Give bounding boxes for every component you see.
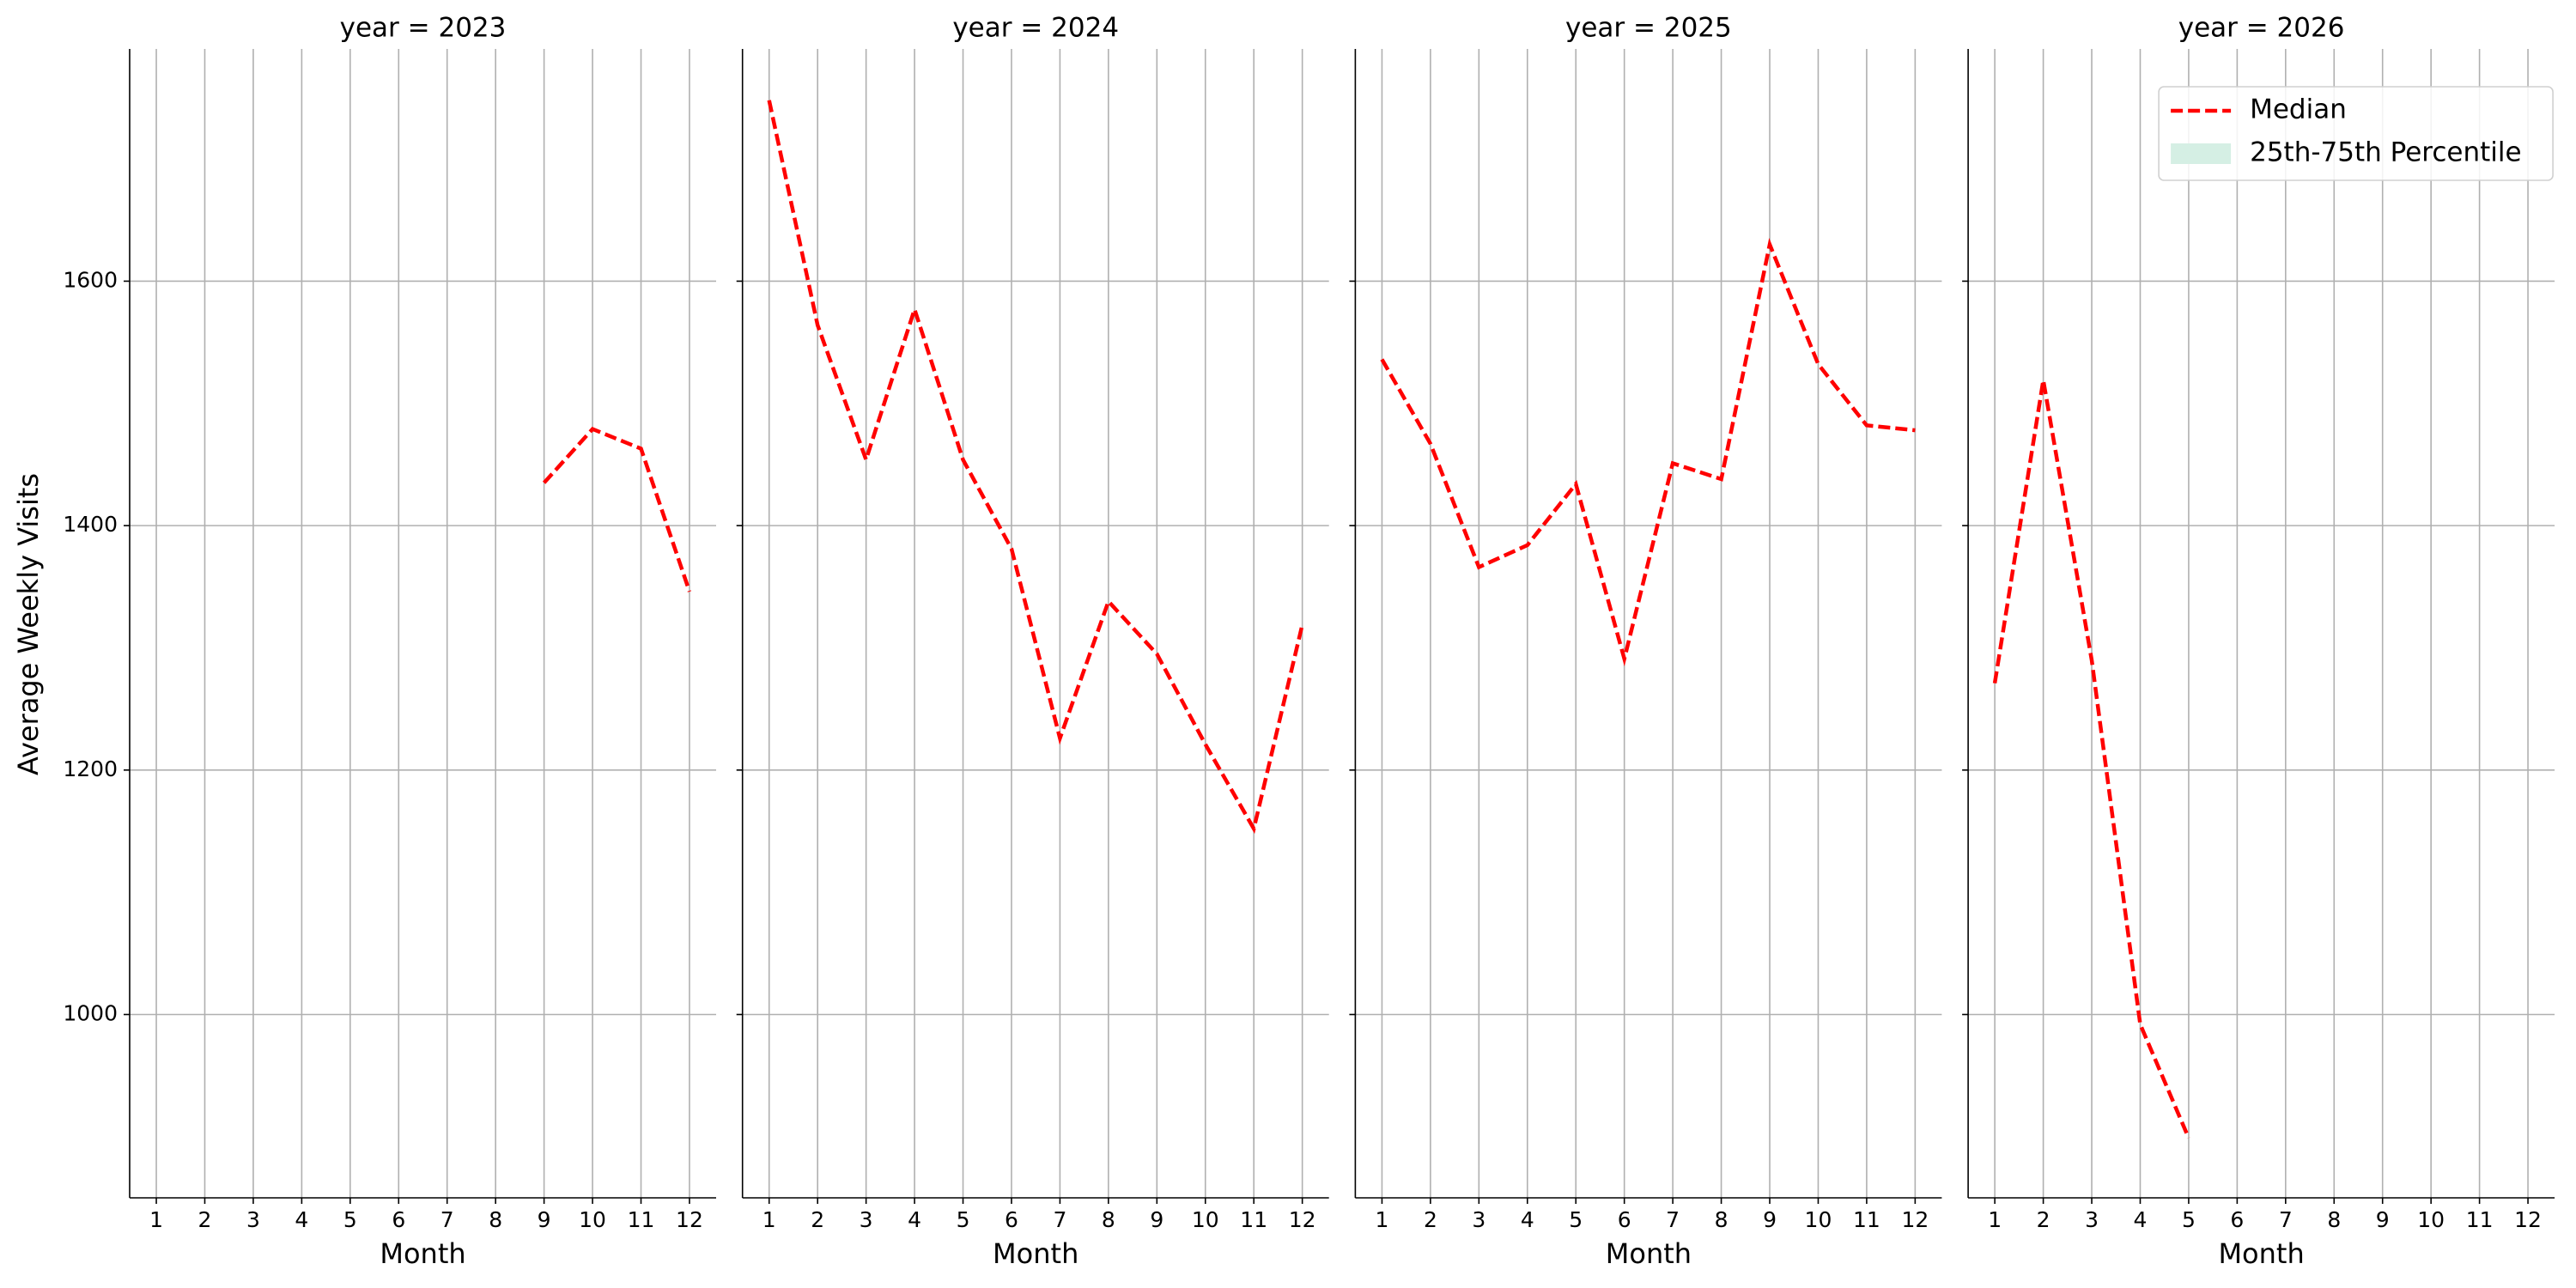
panel-title: year = 2025 (1565, 13, 1732, 44)
x-tick-label: 8 (2327, 1207, 2341, 1232)
x-tick-label: 9 (2376, 1207, 2390, 1232)
x-tick-label: 7 (1053, 1207, 1066, 1232)
legend-swatch (2171, 143, 2232, 164)
x-tick-label: 11 (1240, 1207, 1267, 1232)
x-tick-label: 1 (149, 1207, 163, 1232)
x-tick-label: 2 (811, 1207, 824, 1232)
legend-box (2158, 86, 2554, 181)
x-axis-label: Month (2218, 1237, 2304, 1270)
x-tick-label: 5 (343, 1207, 357, 1232)
median-line (542, 427, 692, 592)
y-tick-label: 1600 (63, 267, 118, 292)
y-tick-label: 1200 (63, 756, 118, 781)
x-tick-label: 7 (1666, 1207, 1680, 1232)
legend-label: Median (2250, 94, 2347, 125)
x-tick-label: 11 (2466, 1207, 2494, 1232)
x-tick-label: 6 (1618, 1207, 1631, 1232)
x-tick-label: 7 (2279, 1207, 2293, 1232)
x-tick-label: 12 (2514, 1207, 2542, 1232)
x-tick-label: 8 (1102, 1207, 1115, 1232)
x-tick-label: 7 (440, 1207, 454, 1232)
median-line (1992, 380, 2190, 1139)
y-tick-label: 1400 (63, 512, 118, 537)
x-tick-label: 3 (246, 1207, 260, 1232)
x-axis-label: Month (1606, 1237, 1692, 1270)
x-axis-label: Month (993, 1237, 1078, 1270)
x-tick-label: 10 (2417, 1207, 2445, 1232)
x-tick-label: 1 (1988, 1207, 2002, 1232)
x-tick-label: 2 (2037, 1207, 2050, 1232)
x-tick-label: 3 (860, 1207, 873, 1232)
x-tick-label: 4 (908, 1207, 921, 1232)
x-tick-label: 11 (628, 1207, 655, 1232)
x-tick-label: 9 (1763, 1207, 1777, 1232)
x-tick-label: 2 (198, 1207, 212, 1232)
panel-title: year = 2024 (952, 13, 1119, 44)
y-tick-label: 1000 (63, 1000, 118, 1025)
x-axis-label: Month (380, 1237, 465, 1270)
x-tick-label: 12 (1289, 1207, 1316, 1232)
x-tick-label: 2 (1424, 1207, 1437, 1232)
x-tick-label: 1 (762, 1207, 776, 1232)
x-tick-label: 10 (579, 1207, 606, 1232)
x-tick-label: 5 (2182, 1207, 2196, 1232)
x-tick-label: 11 (1853, 1207, 1880, 1232)
y-axis-label: Average Weekly Visits (12, 473, 45, 775)
x-tick-label: 3 (1472, 1207, 1485, 1232)
x-tick-label: 10 (1805, 1207, 1832, 1232)
x-tick-label: 5 (957, 1207, 970, 1232)
median-line (1380, 237, 1916, 667)
x-tick-label: 6 (1005, 1207, 1018, 1232)
x-tick-label: 4 (1521, 1207, 1534, 1232)
legend-label: 25th-75th Percentile (2250, 137, 2521, 168)
x-tick-label: 10 (1192, 1207, 1219, 1232)
panel-title: year = 2023 (340, 13, 507, 44)
x-tick-label: 9 (538, 1207, 551, 1232)
x-tick-label: 12 (1901, 1207, 1929, 1232)
x-tick-label: 12 (676, 1207, 703, 1232)
x-tick-label: 6 (2230, 1207, 2244, 1232)
x-tick-label: 6 (392, 1207, 405, 1232)
x-tick-label: 3 (2085, 1207, 2099, 1232)
x-tick-label: 8 (1715, 1207, 1728, 1232)
panel-title: year = 2026 (2178, 13, 2345, 44)
median-line (767, 100, 1304, 835)
x-tick-label: 9 (1150, 1207, 1163, 1232)
x-tick-label: 5 (1569, 1207, 1583, 1232)
x-tick-label: 4 (2134, 1207, 2148, 1232)
x-tick-label: 1 (1375, 1207, 1388, 1232)
x-tick-label: 8 (489, 1207, 502, 1232)
x-tick-label: 4 (295, 1207, 308, 1232)
